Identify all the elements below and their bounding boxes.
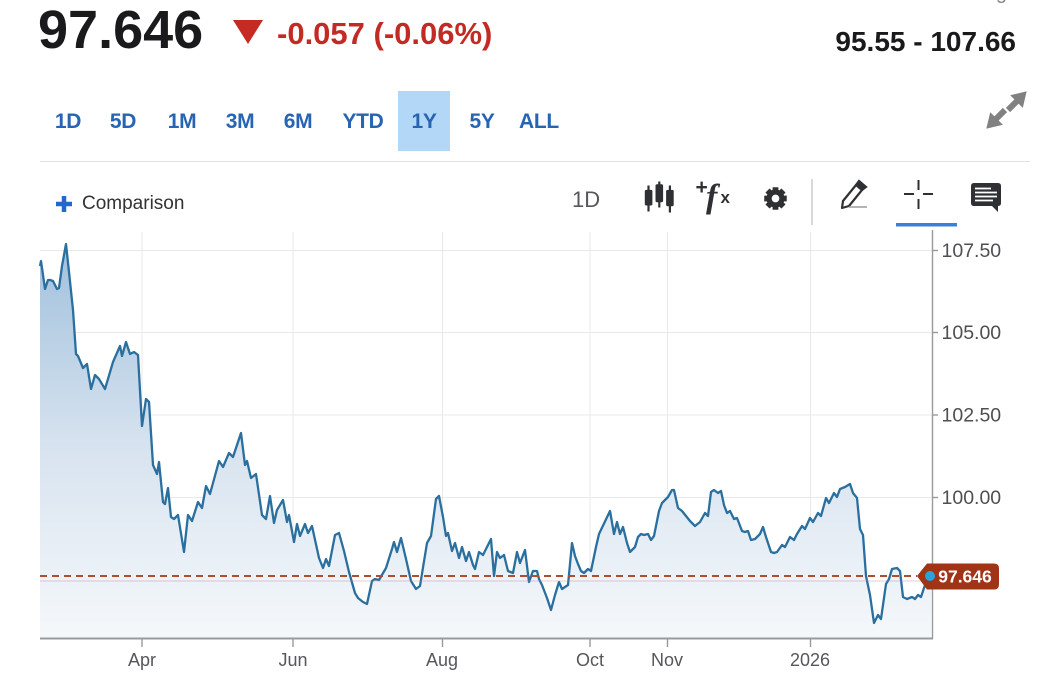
- svg-text:105.00: 105.00: [942, 322, 1002, 344]
- svg-text:Aug: Aug: [426, 650, 458, 670]
- svg-text:Nov: Nov: [651, 650, 683, 670]
- svg-text:Oct: Oct: [576, 650, 604, 670]
- svg-text:102.50: 102.50: [942, 405, 1002, 427]
- svg-text:100.00: 100.00: [942, 487, 1002, 509]
- svg-text:2026: 2026: [790, 650, 830, 670]
- svg-text:f: f: [706, 179, 721, 216]
- svg-text:97.646: 97.646: [938, 567, 992, 587]
- svg-text:x: x: [721, 188, 731, 207]
- svg-text:Apr: Apr: [128, 650, 156, 670]
- svg-text:107.50: 107.50: [942, 240, 1002, 262]
- svg-text:Jun: Jun: [278, 650, 307, 670]
- svg-text:+: +: [696, 176, 708, 199]
